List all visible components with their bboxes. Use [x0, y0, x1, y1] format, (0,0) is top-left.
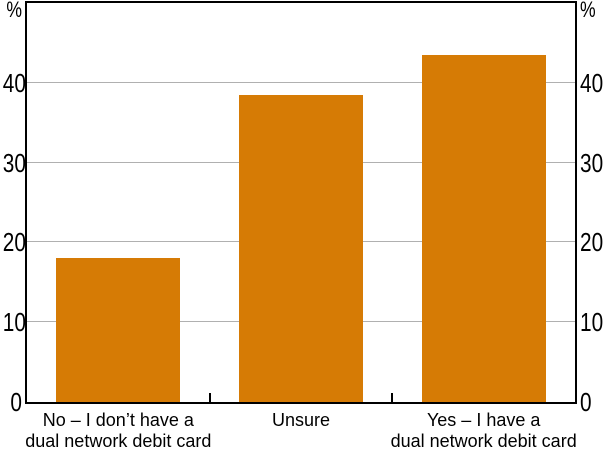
x-axis-tick [208, 393, 211, 402]
bar-1 [56, 258, 181, 402]
x-axis-tick [391, 393, 394, 402]
x-category-label: No – I don’t have a dual network debit c… [25, 410, 212, 451]
y-tick-label-right: 40 [580, 67, 603, 98]
x-category-label: Yes – I have a dual network debit card [390, 410, 577, 451]
bar-3 [421, 54, 546, 402]
y-tick-label-left: 30 [2, 147, 26, 178]
y-tick-label-right: 10 [580, 307, 603, 338]
y-tick-label-left: 40 [2, 67, 26, 98]
bar-2 [239, 94, 363, 402]
y-tick-label-right: 30 [580, 147, 603, 178]
y-tick-label-right: 0 [580, 387, 592, 417]
y-axis-unit-left: % [6, 0, 22, 22]
y-tick-label-left: 10 [2, 307, 26, 338]
plot-area [25, 1, 577, 404]
y-tick-label-left: 20 [2, 227, 26, 258]
x-category-label: Unsure [271, 410, 331, 430]
y-axis-unit-right: % [580, 0, 596, 22]
y-tick-label-right: 20 [580, 227, 603, 258]
gridline [27, 81, 575, 83]
y-tick-label-left: 0 [10, 387, 22, 417]
